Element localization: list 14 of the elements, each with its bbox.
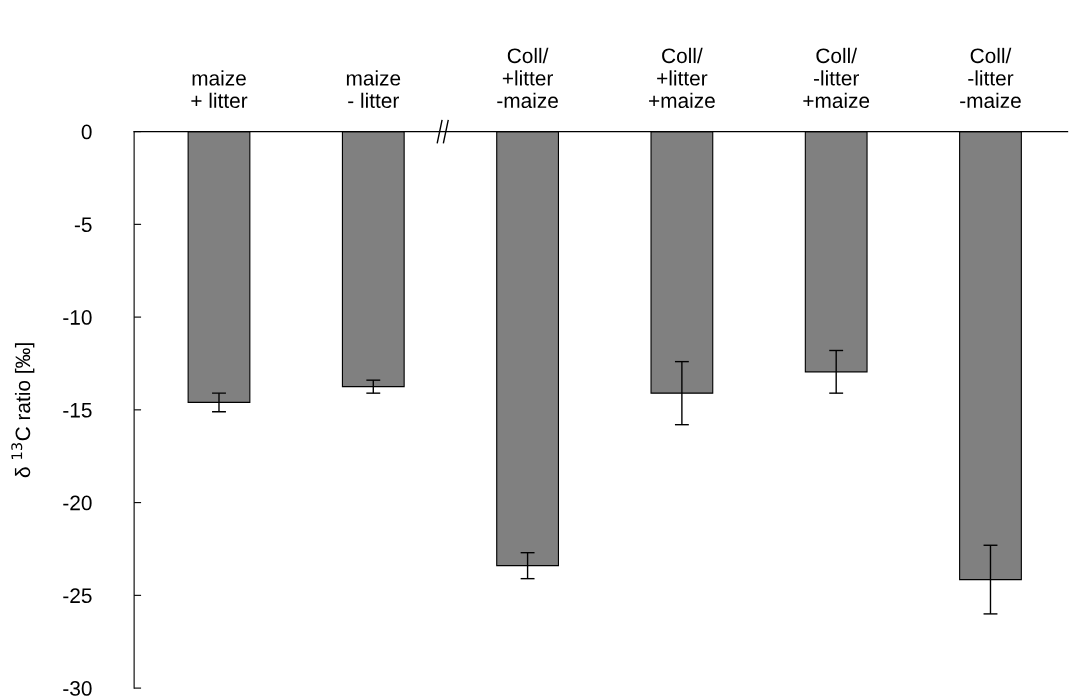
x-tick-label: maize - litter [346,70,401,109]
y-tick-label: -15 [63,403,92,418]
y-tick-label: 0 [81,124,92,140]
y-tick-label: -5 [74,217,92,233]
x-tick-label: Coll/ +litter -maize [497,47,558,109]
y-tick-label: -20 [63,495,92,511]
x-tick-label: Coll/ +litter +maize [649,47,715,109]
x-tick-label: maize + litter [191,70,248,109]
y-tick-label: -30 [63,681,92,696]
y-tick-label: -25 [63,588,92,604]
x-tick-label: Coll/ -litter -maize [960,47,1021,109]
y-tick-label: -10 [63,310,92,325]
y-axis-title: δ $^{13}$C ratio [‰] [11,343,35,478]
x-tick-label: Coll/ -litter +maize [803,47,870,109]
